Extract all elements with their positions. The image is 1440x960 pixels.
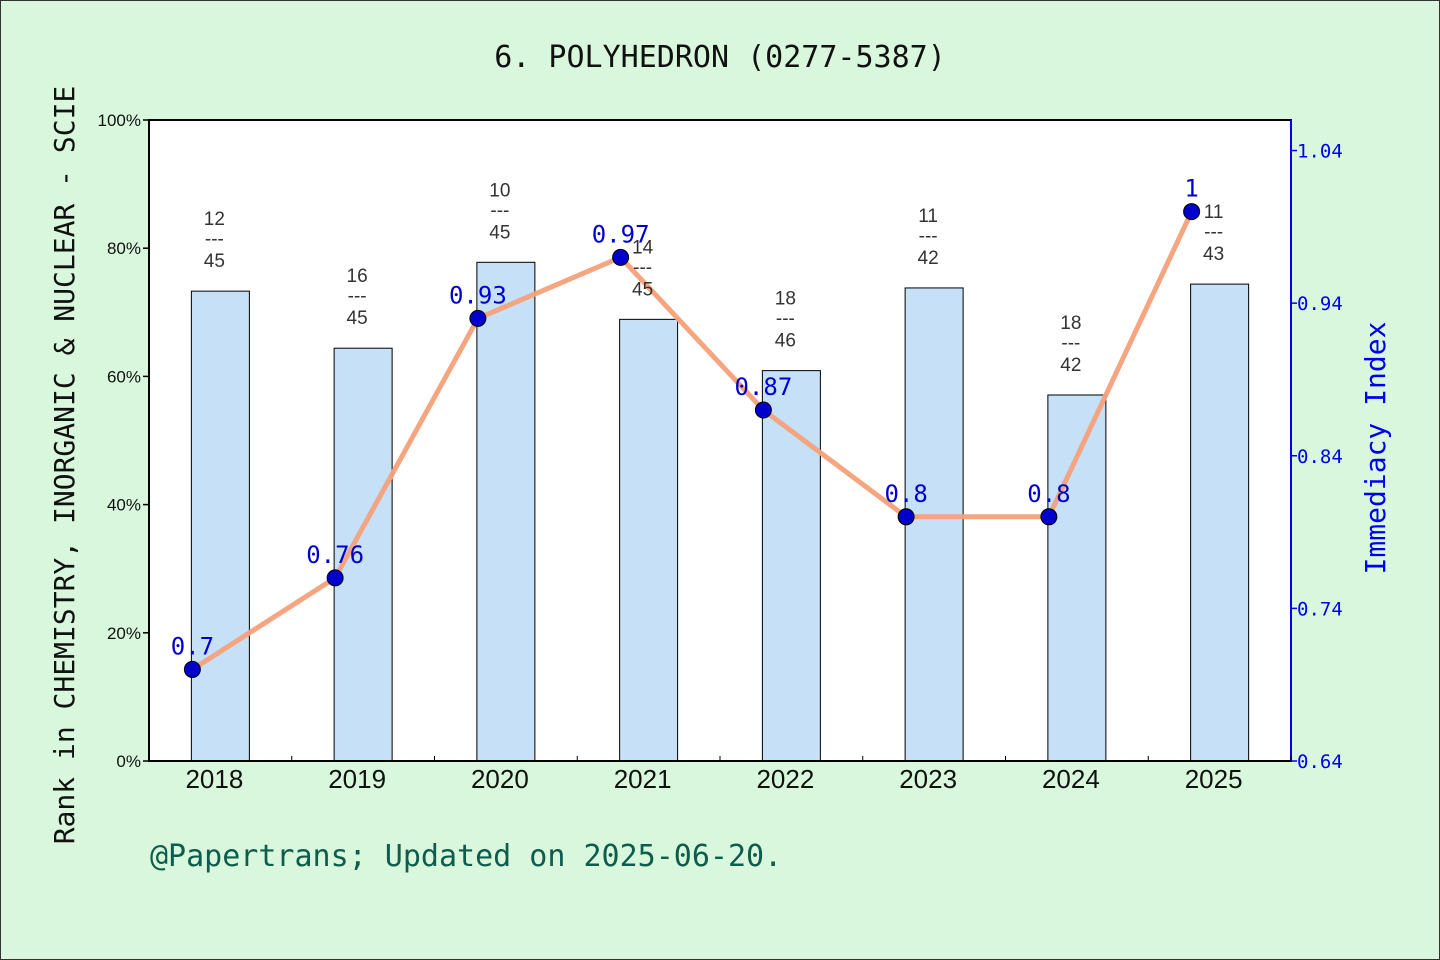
rank-label-2023: 11 — [918, 206, 938, 227]
left-tick-label-100: 100% — [98, 111, 141, 130]
rank-label-2020: 10 — [489, 180, 510, 201]
x-tick-label-2022: 2022 — [756, 764, 814, 794]
rank-total-2020: 45 — [489, 222, 510, 243]
immediacy-point-2023 — [897, 508, 915, 526]
rank-label-2024: 18 — [1060, 313, 1081, 334]
right-tick-label-1: 0.74 — [1297, 598, 1343, 620]
bar-2020 — [476, 261, 536, 762]
rank-total-2025: 43 — [1203, 244, 1224, 265]
plot-area — [149, 120, 1291, 761]
rank-total-2022: 46 — [775, 331, 796, 352]
left-tick-label-60: 60% — [107, 367, 141, 386]
rank-label-2021: 14 — [632, 237, 654, 258]
rank-separator-2021: --- — [633, 257, 652, 278]
rank-total-2018: 45 — [204, 251, 225, 272]
x-tick-label-2021: 2021 — [614, 764, 672, 794]
chart-title: 6. POLYHEDRON (0277-5387) — [494, 40, 946, 75]
x-tick-label-2025: 2025 — [1185, 764, 1243, 794]
rank-separator-2020: --- — [490, 200, 509, 221]
immediacy-point-2021 — [612, 248, 630, 266]
line-layer — [183, 203, 1201, 678]
left-tick-label-80: 80% — [107, 239, 141, 258]
rank-label-2019: 16 — [347, 266, 368, 287]
rank-total-2019: 45 — [347, 308, 368, 329]
immediacy-point-2022 — [754, 401, 772, 419]
rank-separator-2018: --- — [205, 229, 224, 250]
immediacy-label-2025: 1 — [1184, 175, 1198, 203]
right-tick-label-2: 0.84 — [1297, 446, 1343, 468]
rank-separator-2024: --- — [1061, 333, 1080, 354]
left-tick-label-40: 40% — [107, 496, 141, 515]
axes-layer: 0% 20% 40% 60% 80% 100% 0.64 0.74 0.84 0.94 1.04 20… — [98, 111, 1343, 794]
left-axis-label: Rank in CHEMISTRY, INORGANIC & NUCLEAR -… — [48, 86, 81, 845]
immediacy-point-2024 — [1040, 508, 1058, 526]
immediacy-point-2019 — [326, 569, 344, 587]
immediacy-label-2021: 0.97 — [592, 220, 650, 248]
left-tick-label-20: 20% — [107, 624, 141, 643]
immediacy-point-2018 — [183, 660, 201, 678]
bar-2025 — [1190, 283, 1250, 762]
rank-label-2018: 12 — [204, 209, 225, 230]
bar-2023 — [904, 287, 964, 762]
x-tick-label-2018: 2018 — [185, 764, 243, 794]
rank-separator-2023: --- — [919, 226, 938, 247]
bar-2022 — [761, 370, 821, 762]
rank-total-2023: 42 — [918, 248, 939, 269]
right-tick-label-3: 0.94 — [1297, 293, 1343, 315]
bar-2018 — [190, 290, 250, 762]
rank-label-2022: 18 — [775, 289, 796, 310]
x-tick-label-2024: 2024 — [1042, 764, 1100, 794]
right-axis-label: Immediacy Index — [1359, 322, 1392, 575]
immediacy-label-2019: 0.76 — [306, 541, 364, 569]
bar-2021 — [619, 318, 679, 762]
x-tick-label-2020: 2020 — [471, 764, 529, 794]
right-tick-label-0: 0.64 — [1297, 751, 1343, 773]
right-tick-label-4: 1.04 — [1297, 141, 1343, 163]
left-tick-label-0: 0% — [116, 752, 141, 771]
immediacy-label-2018: 0.7 — [171, 632, 214, 660]
rank-separator-2025: --- — [1204, 222, 1223, 243]
immediacy-label-2023: 0.8 — [884, 480, 927, 508]
x-tick-label-2023: 2023 — [899, 764, 957, 794]
bars-layer — [190, 261, 1250, 762]
immediacy-point-2020 — [469, 309, 487, 327]
bar-2019 — [333, 347, 393, 762]
rank-total-2021: 45 — [632, 279, 653, 300]
rank-separator-2022: --- — [776, 309, 795, 330]
rank-label-2025: 11 — [1204, 202, 1224, 223]
immediacy-label-2024: 0.8 — [1027, 480, 1070, 508]
x-tick-label-2019: 2019 — [328, 764, 386, 794]
immediacy-label-2022: 0.87 — [734, 373, 792, 401]
bar-2024 — [1047, 394, 1107, 762]
immediacy-label-2020: 0.93 — [449, 281, 507, 309]
immediacy-index-line — [191, 210, 1194, 672]
footer-credit: @Papertrans; Updated on 2025-06-20. — [150, 839, 782, 874]
rank-separator-2019: --- — [348, 286, 367, 307]
immediacy-point-2025 — [1183, 203, 1201, 221]
rank-total-2024: 42 — [1060, 355, 1081, 376]
